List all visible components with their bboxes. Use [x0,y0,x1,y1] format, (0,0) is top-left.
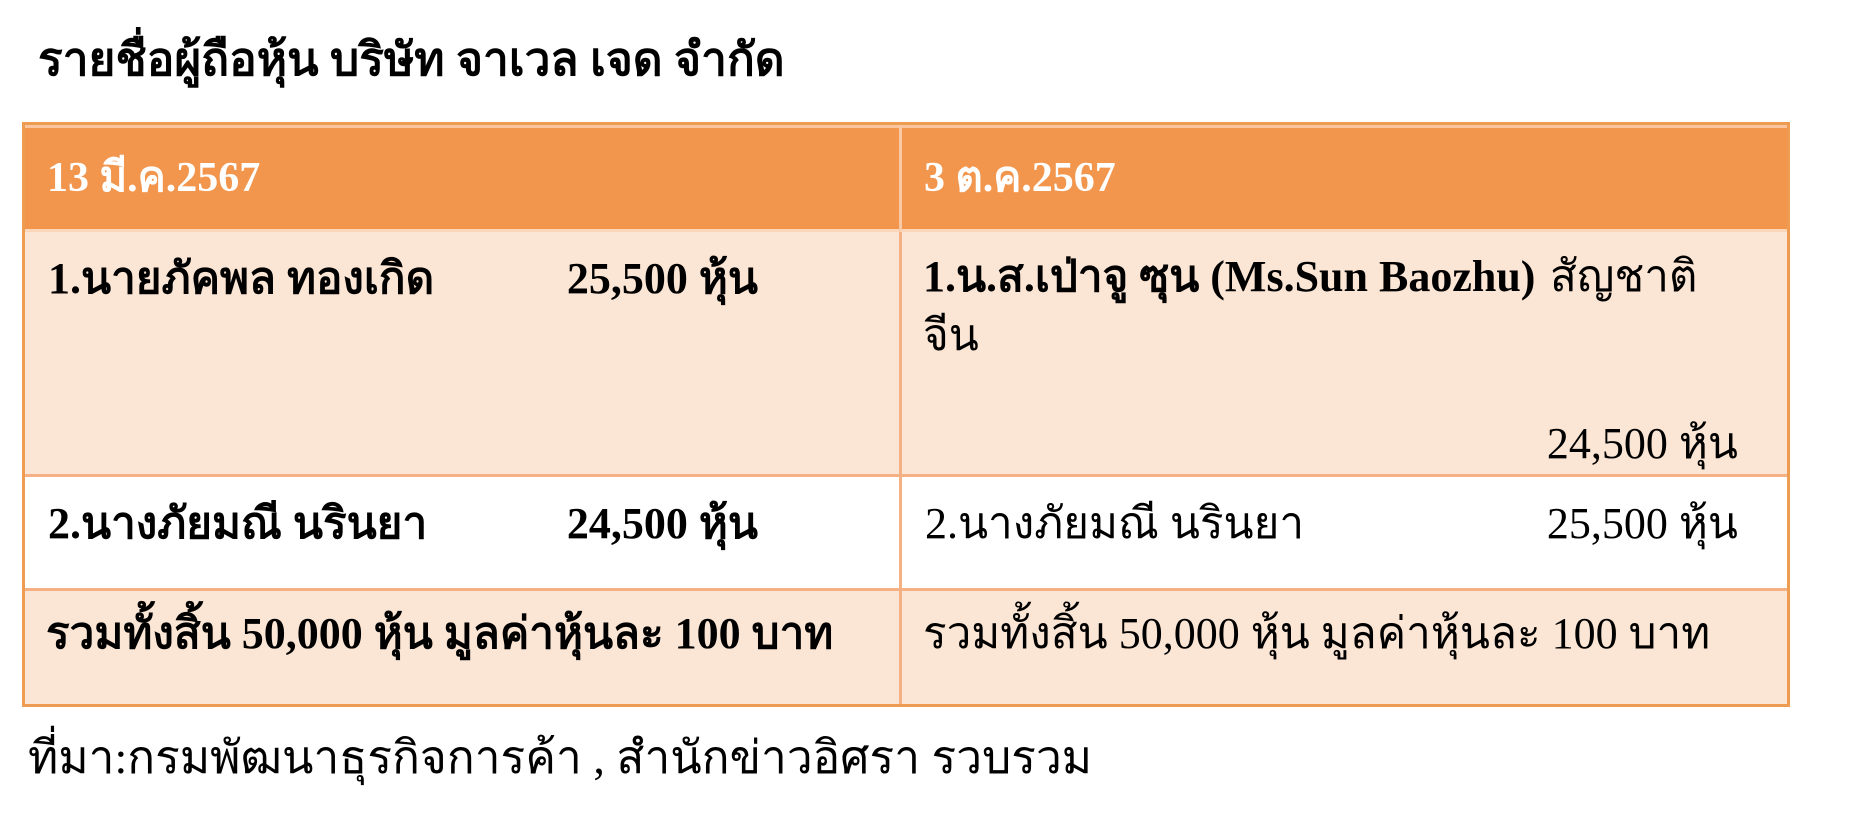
shareholders-table: 13 มี.ค.2567 3 ต.ค.2567 1.นายภัคพล ทองเก… [22,121,1790,707]
shareholder-nationality: สัญชาติจีน [922,251,1698,361]
share-count: 24,500 หุ้น [1546,418,1738,468]
page-title: รายชื่อผู้ถือหุ้น บริษัท จาเวล เจด จำกัด [38,34,785,85]
shareholder-name: 1.น.ส.เป่าจู ซุน (Ms.Sun Baozhu) [922,251,1536,301]
cell-october-shareholder-2: 2.นางภัยมณี นรินยา 25,500 หุ้น [898,473,1787,588]
share-count: 25,500 หุ้น [566,253,758,303]
share-count: 24,500 หุ้น [566,498,758,548]
column-header-date-march: 13 มี.ค.2567 [25,124,899,232]
share-count: 25,500 หุ้น [1546,498,1738,548]
total-shares-summary: รวมทั้งสิ้น 50,000 หุ้น มูลค่าหุ้นละ 100… [922,608,1711,658]
cell-march-total: รวมทั้งสิ้น 50,000 หุ้น มูลค่าหุ้นละ 100… [25,587,899,704]
column-header-date-october: 3 ต.ค.2567 [898,124,1787,232]
shareholder-name: 2.นางภัยมณี นรินยา [924,498,1305,548]
cell-october-total: รวมทั้งสิ้น 50,000 หุ้น มูลค่าหุ้นละ 100… [898,587,1787,704]
cell-march-shareholder-2: 2.นางภัยมณี นรินยา 24,500 หุ้น [25,473,899,588]
shareholder-name-line: 1.น.ส.เป่าจู ซุน (Ms.Sun Baozhu) สัญชาติจ… [923,247,1738,366]
table-row-shareholder-2: 2.นางภัยมณี นรินยา 24,500 หุ้น 2.นางภัยม… [25,473,1787,588]
cell-october-shareholder-1: 1.น.ส.เป่าจู ซุน (Ms.Sun Baozhu) สัญชาติจ… [898,231,1787,474]
cell-march-shareholder-1: 1.นายภัคพล ทองเกิด 25,500 หุ้น [25,231,899,474]
shareholder-name: 1.นายภัคพล ทองเกิด [48,253,435,303]
page: รายชื่อผู้ถือหุ้น บริษัท จาเวล เจด จำกัด… [0,30,1863,835]
table-row-shareholder-1: 1.นายภัคพล ทองเกิด 25,500 หุ้น 1.น.ส.เป่… [25,231,1787,474]
total-shares-summary: รวมทั้งสิ้น 50,000 หุ้น มูลค่าหุ้นละ 100… [46,608,834,658]
source-note: ที่มา:กรมพัฒนาธุรกิจการค้า , สำนักข่าวอิ… [28,731,1093,783]
header-row: 13 มี.ค.2567 3 ต.ค.2567 [25,124,1787,232]
table-row-total: รวมทั้งสิ้น 50,000 หุ้น มูลค่าหุ้นละ 100… [25,587,1787,704]
shareholder-name: 2.นางภัยมณี นรินยา [48,498,428,548]
